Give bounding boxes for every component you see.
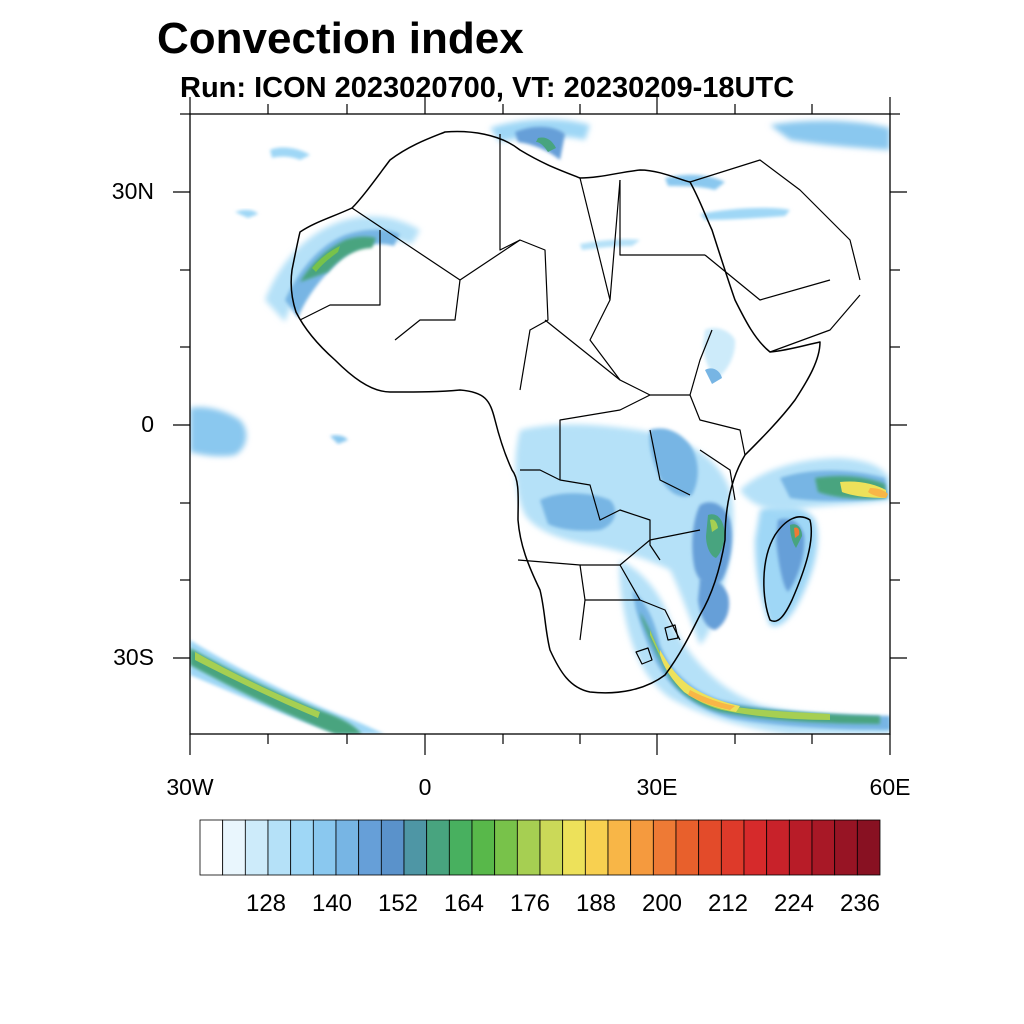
colorbar-swatch bbox=[494, 819, 518, 876]
chart-subtitle: Run: ICON 2023020700, VT: 20230209-18UTC bbox=[180, 72, 795, 104]
plot-frame bbox=[189, 113, 891, 735]
colorbar-swatch bbox=[834, 819, 858, 876]
colorbar-swatch bbox=[539, 819, 564, 876]
colorbar-swatch bbox=[652, 819, 677, 876]
lon-label-30e: 30E bbox=[636, 774, 678, 800]
colorbar-swatch bbox=[312, 819, 337, 876]
colorbar-swatch bbox=[562, 819, 586, 876]
axis-ticks bbox=[173, 97, 907, 755]
convection-field bbox=[190, 119, 890, 734]
colorbar-label: 176 bbox=[509, 890, 551, 917]
colorbar-swatch bbox=[516, 819, 541, 876]
colorbar-label: 224 bbox=[773, 890, 815, 917]
field-nw-africa bbox=[235, 147, 420, 322]
colorbar-swatch bbox=[403, 819, 428, 876]
colorbar-swatch bbox=[698, 819, 722, 876]
colorbar-swatch bbox=[630, 819, 654, 876]
colorbar-swatch bbox=[584, 819, 609, 876]
colorbar-label: 200 bbox=[641, 890, 683, 917]
lat-label-30n: 30N bbox=[111, 178, 154, 204]
colorbar-swatch bbox=[766, 819, 790, 876]
colorbar-label: 128 bbox=[245, 890, 287, 917]
colorbar bbox=[199, 819, 881, 876]
colorbar-swatch bbox=[788, 819, 813, 876]
colorbar-swatch bbox=[199, 819, 224, 876]
lon-label-60e: 60E bbox=[869, 774, 911, 800]
colorbar-swatch bbox=[607, 819, 632, 876]
colorbar-label: 152 bbox=[377, 890, 419, 917]
colorbar-swatch bbox=[267, 819, 292, 876]
colorbar-swatch bbox=[380, 819, 405, 876]
field-east-africa bbox=[515, 328, 736, 645]
colorbar-label: 236 bbox=[839, 890, 881, 917]
country-borders bbox=[299, 134, 861, 665]
colorbar-label: 140 bbox=[311, 890, 353, 917]
colorbar-swatch bbox=[290, 819, 314, 876]
colorbar-label: 188 bbox=[575, 890, 617, 917]
colorbar-swatch bbox=[244, 819, 269, 876]
colorbar-swatch bbox=[856, 819, 881, 876]
field-mediterranean bbox=[490, 119, 890, 250]
chart-title: Convection index bbox=[157, 14, 524, 63]
coastlines bbox=[290, 130, 821, 694]
colorbar-swatch bbox=[811, 819, 836, 876]
colorbar-label: 164 bbox=[443, 890, 485, 917]
field-madagascar bbox=[740, 458, 890, 627]
field-equatorial-atlantic bbox=[190, 407, 247, 457]
colorbar-swatch bbox=[222, 819, 246, 876]
colorbar-swatch bbox=[471, 819, 496, 876]
colorbar-swatch bbox=[675, 819, 700, 876]
lon-label-30w: 30W bbox=[166, 774, 214, 800]
colorbar-swatch bbox=[358, 819, 382, 876]
lat-label-30s: 30S bbox=[113, 644, 154, 670]
colorbar-swatch bbox=[335, 819, 360, 876]
colorbar-label: 212 bbox=[707, 890, 749, 917]
colorbar-swatch bbox=[448, 819, 473, 876]
colorbar-swatch bbox=[743, 819, 768, 876]
field-sw-atlantic bbox=[190, 640, 385, 734]
colorbar-swatch bbox=[426, 819, 450, 876]
lat-label-0: 0 bbox=[141, 411, 154, 437]
field-southern-africa-band bbox=[619, 560, 890, 734]
lon-label-0: 0 bbox=[418, 774, 432, 800]
colorbar-swatch bbox=[720, 819, 745, 876]
